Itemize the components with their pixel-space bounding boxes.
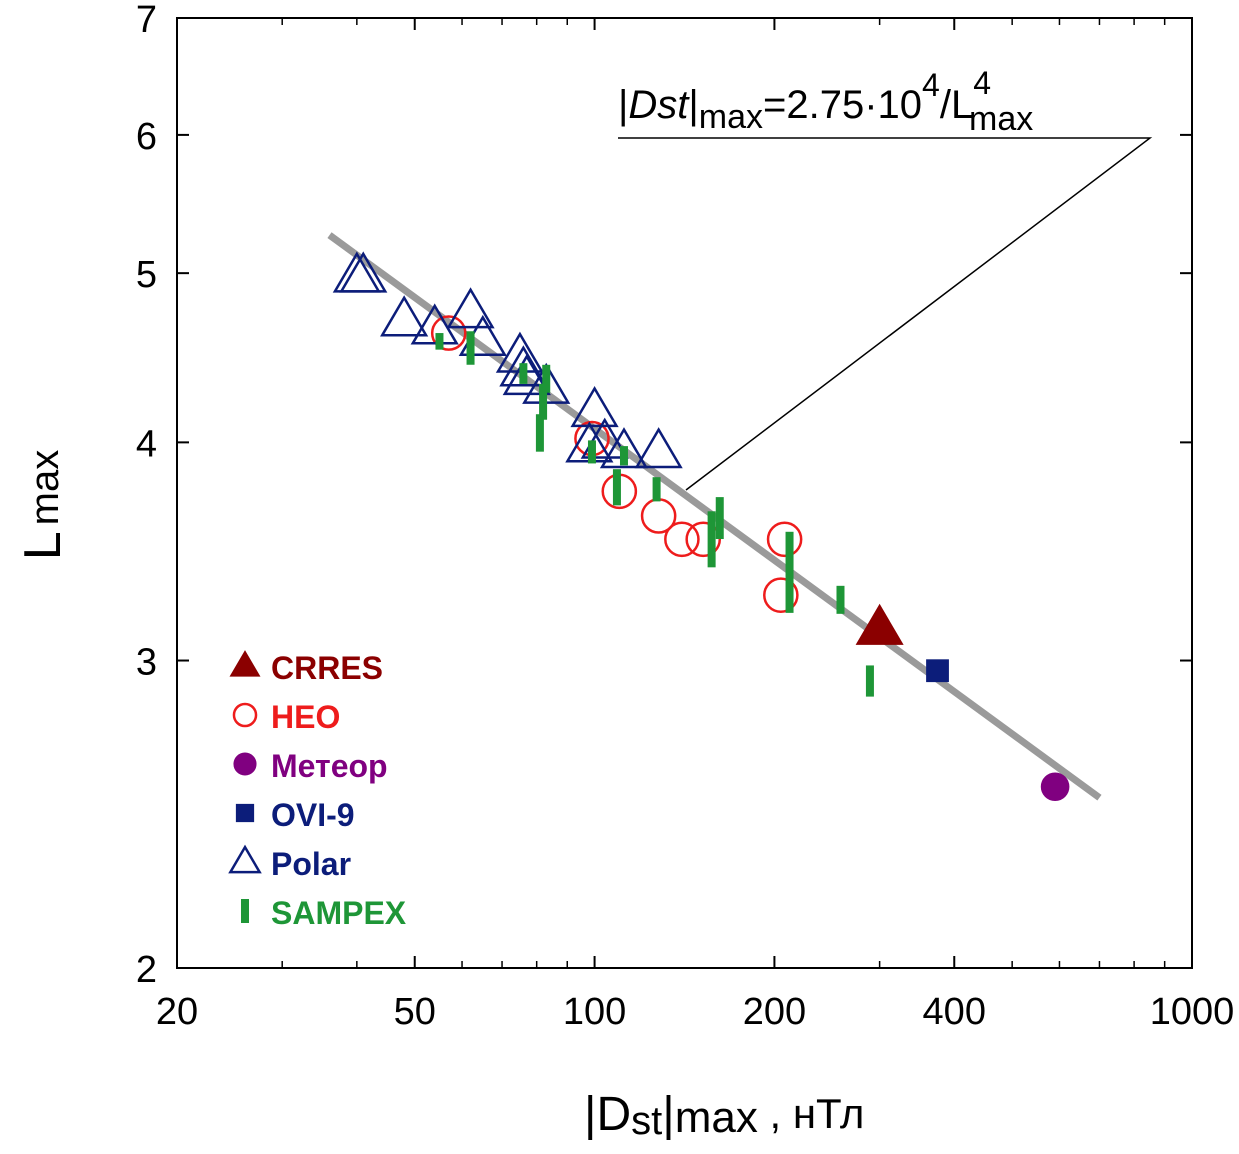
formula-part-4: max [699,98,763,136]
formula-part-6: 4 [922,67,940,103]
marker-sampex [535,414,544,452]
legend-symbol [241,899,249,923]
marker-sampex [652,477,661,502]
legend-label: SAMPEX [271,895,407,931]
marker-polar [410,303,459,345]
marker-sampex [466,331,475,365]
marker-ovi-9 [926,659,949,683]
marker-sampex [707,511,716,568]
plot-frame [176,17,1193,969]
formula-part-7: /L [940,83,973,127]
marker-sampex [715,497,724,540]
marker-heo [664,521,700,558]
legend-symbol [235,803,255,823]
x-axis-title-sub2: max [675,1093,758,1142]
legend: CRRES HEO Метеор OVI-9 Polar SAMPEX [228,650,407,931]
x-tick-label: 50 [394,991,436,1033]
marker-polar [570,386,619,428]
formula-part-5: =2.75·10 [763,83,922,127]
marker-heo [685,521,722,558]
marker-polar [499,345,548,387]
marker-polar [634,427,683,469]
formula-part-2: Dst [628,83,690,127]
formula-annotation: |Dst|max=2.75·104/L4 max [618,65,1033,138]
marker-sampex [519,363,528,384]
y-tick-label: 5 [136,254,157,296]
marker-sampex [865,665,874,697]
formula-leader-line [618,137,1153,491]
marker-heo [430,315,467,351]
legend-label: CRRES [271,650,383,686]
marker-polar [446,287,495,329]
x-tick-label: 20 [156,991,198,1033]
marker-sampex [587,440,596,464]
y-tick-label: 3 [136,642,157,684]
marker-crres [855,603,904,645]
marker-sampex [619,446,628,466]
legend-label: OVI-9 [271,797,355,833]
formula-part-9: max [969,100,1033,138]
formula-part-3: | [688,83,698,127]
formula-part-8: 4 [973,65,991,101]
marker-polar [339,251,388,293]
legend-symbol [228,844,262,874]
legend-label: HEO [271,699,340,735]
legend-symbol [229,650,261,677]
formula-part-1: | [618,83,628,127]
y-tick-label: 2 [136,949,157,991]
x-tick-label: 100 [563,991,626,1033]
marker-sampex [612,469,621,506]
y-axis-title-base: L [14,531,72,560]
x-axis-title-mid: | [662,1088,674,1141]
marker-heo [766,521,803,558]
marker-polar [580,417,629,459]
marker-polar [599,427,649,469]
x-axis-title-unit: , нТл [758,1090,864,1137]
marker-sampex [836,585,845,614]
legend-label: Polar [271,846,351,882]
legend-label: Метеор [271,748,388,784]
x-axis-title: |Dst|max , нТл [584,1088,864,1143]
x-axis-title-base: |D [584,1088,631,1141]
marker-sampex [435,333,444,350]
marker-sampex [542,364,551,393]
marker-метеор [1040,772,1070,802]
y-ticks: 2 3 4 5 6 7 [136,0,1192,991]
x-tick-label: 200 [743,991,806,1033]
y-axis-title-sub: max [23,450,67,526]
marker-sampex [785,531,794,613]
x-tick-label: 1000 [1150,991,1235,1033]
y-tick-label: 7 [136,0,157,41]
marker-sampex [539,383,548,420]
x-axis-title-sub: st [631,1099,662,1143]
marker-polar [332,251,381,293]
legend-symbol [233,752,257,776]
x-ticks: 20 50 100 200 400 1000 [156,18,1234,1033]
legend-symbol [232,702,258,728]
marker-polar [380,295,429,337]
y-tick-label: 6 [136,116,157,158]
x-tick-label: 400 [923,991,986,1033]
y-axis-title: Lmax [14,450,72,561]
marker-polar [502,353,551,396]
y-tick-label: 4 [136,423,157,465]
marker-heo [763,577,799,613]
data-markers [332,251,1070,802]
